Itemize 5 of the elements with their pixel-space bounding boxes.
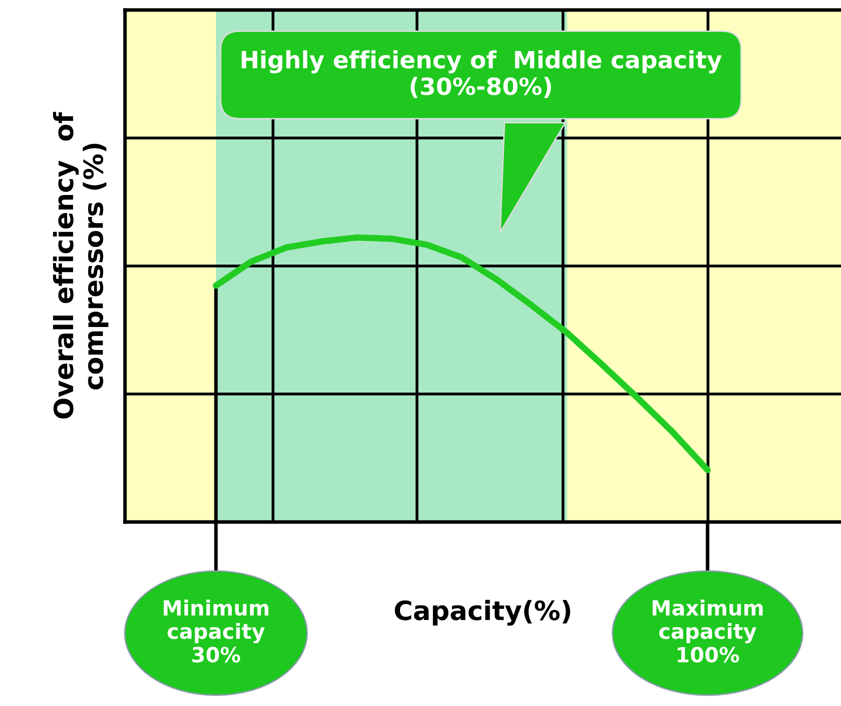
x-tick-label: Minimum capacity 30% bbox=[164, 600, 268, 663]
y-axis-title: Overall efficiency of compressors (%) bbox=[53, 112, 108, 419]
x-tick-label: Maximum capacity 100% bbox=[652, 600, 763, 663]
text: Highly efficiency of Middle capacity (30%-80%) bbox=[242, 50, 722, 98]
x-axis-title: Capacity(%) bbox=[394, 600, 570, 626]
